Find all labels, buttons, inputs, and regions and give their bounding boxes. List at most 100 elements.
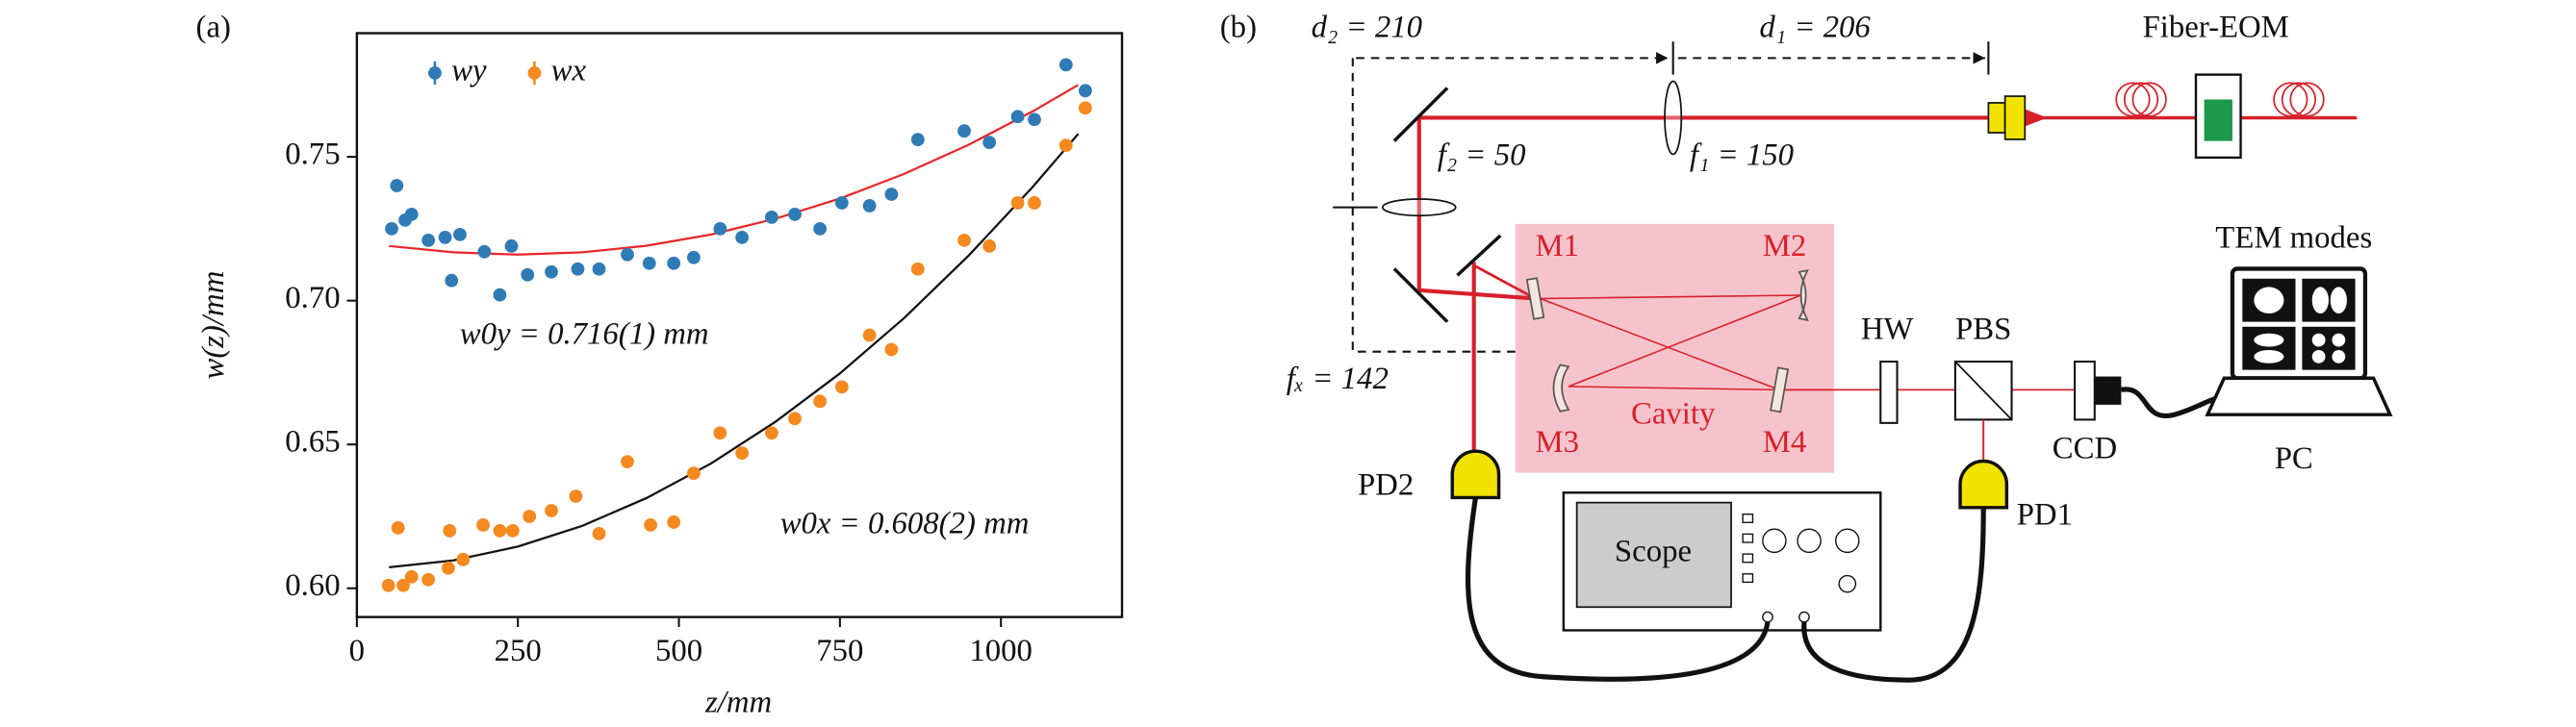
x-tick-label: 750 <box>816 634 863 668</box>
fiber-coil <box>2289 82 2325 117</box>
label: Fiber-EOM <box>2143 11 2289 45</box>
y-tick-label: 0.60 <box>285 568 340 603</box>
lens-f2 <box>1381 198 1457 217</box>
cavity-box <box>1515 223 1834 473</box>
point <box>621 455 634 469</box>
photodiode <box>1958 459 2009 510</box>
point <box>569 489 583 503</box>
cable <box>1801 507 1986 683</box>
mirrors <box>1392 87 1502 323</box>
point <box>910 133 925 147</box>
panel-label: (b) <box>1220 11 1257 45</box>
point <box>456 552 471 566</box>
point <box>571 262 585 276</box>
point <box>592 262 606 276</box>
photodiode <box>1450 449 1501 500</box>
half-wave-plate <box>1879 360 1899 424</box>
fiber-coil <box>2115 82 2151 117</box>
label: Cavity <box>1631 396 1716 431</box>
point <box>381 578 395 592</box>
x-axis-label: z/mm <box>704 686 772 720</box>
cavity-mirrors <box>1525 268 1809 414</box>
spot <box>2311 333 2326 347</box>
eom-crystal <box>2204 99 2232 141</box>
spot <box>2332 333 2346 347</box>
spot <box>2332 349 2346 364</box>
point <box>505 524 520 538</box>
point <box>862 328 877 342</box>
mirror <box>1392 267 1449 323</box>
legend-marker <box>428 65 442 80</box>
panel-label: (a) <box>196 11 231 45</box>
point <box>884 188 899 201</box>
dashed-line <box>1351 58 1524 353</box>
point <box>687 250 701 264</box>
point <box>642 256 656 270</box>
label: PD1 <box>2017 498 2073 533</box>
label: PD2 <box>1358 468 1414 503</box>
point <box>644 518 657 532</box>
label: f₂ = 50 <box>1438 138 1526 172</box>
point <box>1010 196 1025 210</box>
point <box>687 466 701 480</box>
label: PBS <box>1955 312 2011 346</box>
point <box>493 524 507 538</box>
cable <box>1465 497 1771 682</box>
y-axis-label: w(z)/mm <box>196 271 231 380</box>
knob <box>1835 528 1860 554</box>
legend-marker <box>527 65 542 80</box>
cavity-mode <box>1540 294 1801 391</box>
laptop-base <box>2205 376 2393 416</box>
point <box>667 256 681 270</box>
point <box>862 199 877 213</box>
label: TEM modes <box>2215 221 2372 256</box>
point <box>438 230 452 244</box>
fit-curve <box>389 133 1080 569</box>
mirror <box>1456 234 1502 277</box>
point <box>884 342 899 357</box>
ccd-body <box>2094 376 2122 405</box>
knob <box>1797 528 1822 554</box>
y-tick-label: 0.70 <box>285 281 340 315</box>
spot <box>2330 287 2347 313</box>
point <box>1078 101 1092 115</box>
label: d₂ = 210 <box>1312 11 1422 45</box>
button <box>1742 514 1754 524</box>
x-tick-label: 1000 <box>969 634 1033 668</box>
beam-path <box>1473 263 1537 300</box>
knob <box>1762 528 1787 554</box>
point <box>404 569 419 584</box>
annotation: w0y = 0.716(1) mm <box>460 317 709 352</box>
point <box>476 518 490 532</box>
point <box>592 527 606 540</box>
point <box>788 208 802 221</box>
label: M1 <box>1536 229 1580 263</box>
point <box>957 124 971 138</box>
fiber-coil <box>2123 82 2159 117</box>
spot <box>2311 287 2329 313</box>
point <box>765 426 778 440</box>
button <box>1742 573 1754 584</box>
point <box>443 524 457 538</box>
point <box>453 227 467 241</box>
point <box>765 211 778 224</box>
pbs-diagonal <box>1954 361 2013 420</box>
mirror-m3 <box>1552 364 1570 413</box>
label: fₓ = 142 <box>1287 362 1389 396</box>
point <box>385 221 398 236</box>
point <box>910 262 925 276</box>
point <box>521 267 535 282</box>
fiber-coil <box>2131 82 2167 117</box>
spot <box>2254 287 2284 313</box>
label: PC <box>2275 441 2313 476</box>
label: CCD <box>2053 432 2117 466</box>
label: HW <box>1861 312 1914 346</box>
cable <box>2120 387 2233 419</box>
point <box>735 446 750 461</box>
point <box>442 561 455 575</box>
point <box>545 504 558 517</box>
annotation: w0x = 0.608(2) mm <box>780 506 1030 540</box>
coupler <box>2003 95 2027 140</box>
mode <box>2242 326 2296 370</box>
